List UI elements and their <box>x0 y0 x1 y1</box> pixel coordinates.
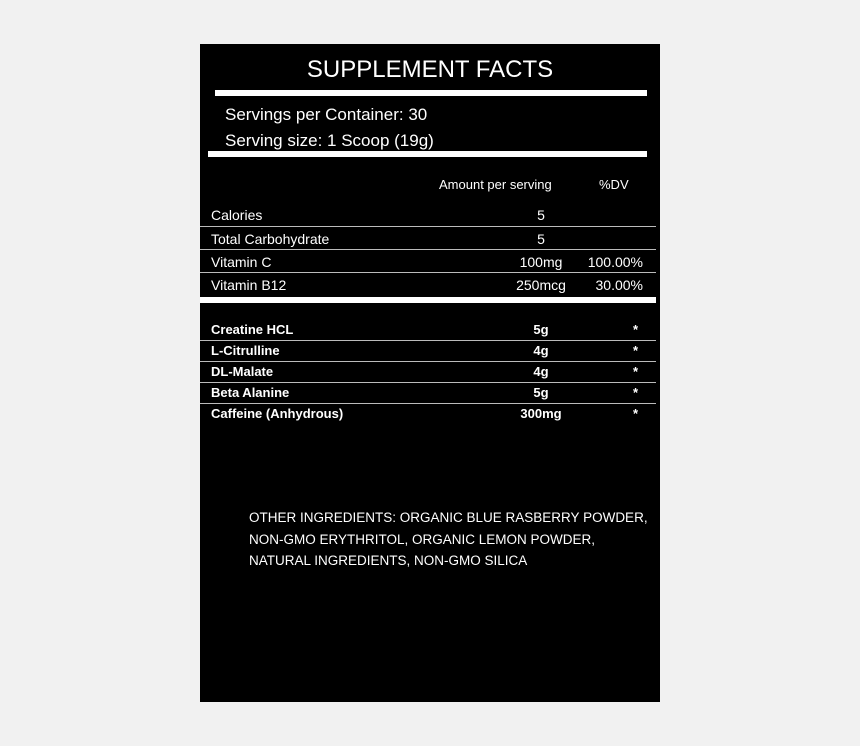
ingredient-dv: * <box>632 322 638 337</box>
ingredient-name: Beta Alanine <box>211 385 290 400</box>
supplement-facts-panel: SUPPLEMENT FACTS Servings per Container:… <box>200 44 660 702</box>
ingredient-dv: * <box>632 343 638 358</box>
ingredient-amount: 5g <box>533 322 549 337</box>
ingredient-amount: 300mg <box>520 406 562 421</box>
ingredient-dv: * <box>632 406 638 421</box>
ingredient-dv: * <box>632 385 638 400</box>
ingredient-name: Creatine HCL <box>211 322 294 337</box>
nutrient-dv: 100.00% <box>587 254 643 270</box>
row-divider <box>200 272 656 273</box>
ingredient-amount: 5g <box>533 385 549 400</box>
other-ingredients-line: NATURAL INGREDIENTS, NON-GMO SILICA <box>249 553 528 568</box>
ingredient-name: DL-Malate <box>211 364 274 379</box>
other-ingredients-line: NON-GMO ERYTHRITOL, ORGANIC LEMON POWDER… <box>249 531 596 547</box>
ingredient-row: Beta Alanine 5g * <box>200 385 656 403</box>
nutrient-name: Total Carbohydrate <box>211 231 330 247</box>
nutrient-name: Vitamin B12 <box>211 277 287 293</box>
divider-thick <box>200 297 656 303</box>
nutrient-name: Vitamin C <box>211 254 272 270</box>
divider-thick <box>208 151 647 157</box>
row-divider <box>200 249 656 250</box>
other-ingredients-line: OTHER INGREDIENTS: ORGANIC BLUE RASBERRY… <box>249 510 648 525</box>
nutrient-dv: 30.00% <box>595 277 643 293</box>
row-divider <box>200 340 656 341</box>
ingredient-row: Creatine HCL 5g * <box>200 322 656 340</box>
nutrient-row: Vitamin C 100mg 100.00% <box>200 254 656 272</box>
nutrient-row: Vitamin B12 250mcg 30.00% <box>200 277 656 295</box>
servings-per-container: Servings per Container: 30 <box>225 105 428 124</box>
row-divider <box>200 361 656 362</box>
ingredient-row: L-Citrulline 4g * <box>200 343 656 361</box>
nutrient-amount: 250mcg <box>516 277 566 293</box>
ingredient-row: Caffeine (Anhydrous) 300mg * <box>200 406 656 424</box>
ingredient-dv: * <box>632 364 638 379</box>
other-ingredients: OTHER INGREDIENTS: ORGANIC BLUE RASBERRY… <box>249 507 649 572</box>
row-divider <box>200 382 656 383</box>
nutrient-row: Total Carbohydrate 5 <box>200 231 656 249</box>
amount-per-serving-header: Amount per serving <box>439 177 552 192</box>
ingredient-name: L-Citrulline <box>211 343 280 358</box>
divider-thick <box>215 90 647 96</box>
ingredient-amount: 4g <box>533 364 549 379</box>
ingredient-row: DL-Malate 4g * <box>200 364 656 382</box>
nutrient-name: Calories <box>211 207 263 223</box>
nutrient-row: Calories 5 <box>200 207 656 225</box>
nutrient-amount: 5 <box>537 231 545 247</box>
dv-header: %DV <box>599 177 629 192</box>
ingredient-name: Caffeine (Anhydrous) <box>211 406 344 421</box>
label-title: SUPPLEMENT FACTS <box>306 56 554 83</box>
nutrient-amount: 100mg <box>519 254 563 270</box>
serving-size: Serving size: 1 Scoop (19g) <box>225 131 434 150</box>
row-divider <box>200 226 656 227</box>
nutrient-amount: 5 <box>537 207 545 223</box>
row-divider <box>200 403 656 404</box>
ingredient-amount: 4g <box>533 343 549 358</box>
